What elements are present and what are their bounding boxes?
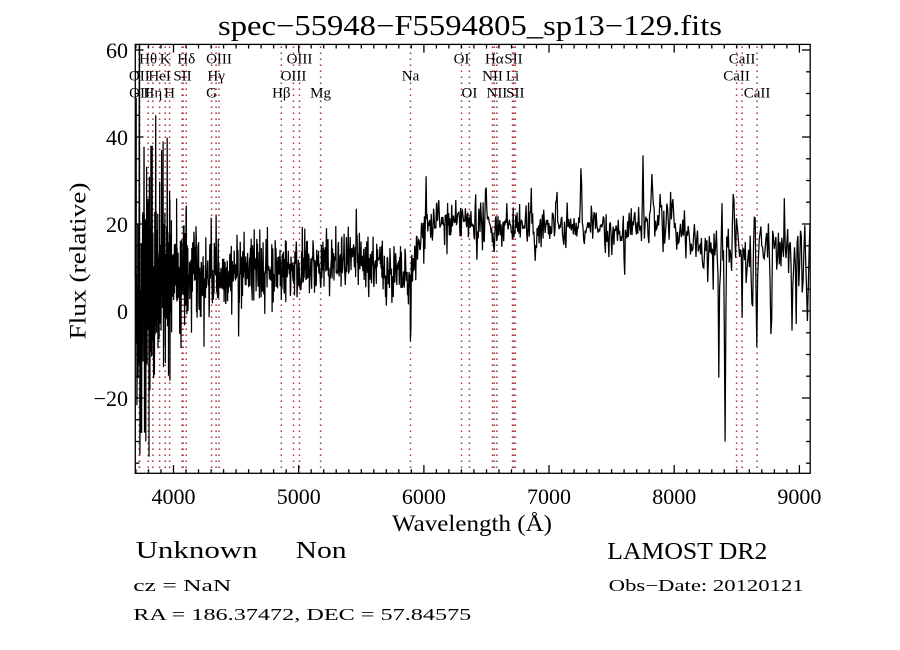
svg-text:OIII: OIII — [206, 52, 232, 68]
svg-text:4000: 4000 — [152, 484, 196, 509]
svg-text:Hθ: Hθ — [139, 52, 157, 68]
svg-text:SII: SII — [506, 86, 524, 102]
svg-text:Hα: Hα — [485, 52, 504, 68]
svg-text:Wavelength (Å): Wavelength (Å) — [392, 511, 552, 536]
svg-text:Li: Li — [506, 69, 519, 85]
svg-text:OII: OII — [129, 86, 150, 102]
svg-text:cz = NaN: cz = NaN — [133, 576, 231, 595]
svg-text:Na: Na — [402, 69, 420, 85]
svg-text:Hη: Hη — [144, 86, 163, 102]
svg-text:40: 40 — [106, 125, 128, 150]
svg-text:CaII: CaII — [723, 69, 750, 85]
svg-text:CaII: CaII — [744, 86, 771, 102]
svg-text:K: K — [160, 52, 171, 68]
svg-text:CaII: CaII — [729, 52, 756, 68]
svg-text:0: 0 — [117, 299, 128, 324]
svg-text:NII: NII — [482, 69, 503, 85]
svg-text:Hδ: Hδ — [177, 52, 195, 68]
svg-text:Obs−Date: 20120121: Obs−Date: 20120121 — [609, 576, 804, 595]
svg-text:OIII: OIII — [287, 52, 313, 68]
svg-text:5000: 5000 — [277, 484, 321, 509]
svg-text:Mg: Mg — [310, 86, 331, 102]
svg-text:Hβ: Hβ — [272, 86, 290, 102]
svg-text:20: 20 — [106, 212, 128, 237]
svg-text:9000: 9000 — [777, 484, 821, 509]
svg-text:Flux (relative): Flux (relative) — [66, 183, 91, 340]
svg-text:RA = 186.37472, DEC = 57.8457: RA = 186.37472, DEC = 57.84575 — [133, 605, 471, 624]
svg-text:−20: −20 — [94, 386, 128, 411]
svg-text:8000: 8000 — [652, 484, 696, 509]
svg-text:NII: NII — [486, 86, 507, 102]
svg-text:Unknown: Unknown — [136, 538, 258, 564]
svg-text:spec−55948−F5594805_sp13−129.f: spec−55948−F5594805_sp13−129.fits — [218, 11, 722, 42]
svg-text:LAMOST DR2: LAMOST DR2 — [607, 539, 767, 565]
svg-text:Non: Non — [296, 538, 347, 564]
svg-text:SII: SII — [173, 69, 191, 85]
svg-text:SII: SII — [504, 52, 522, 68]
svg-text:OIII: OIII — [281, 69, 307, 85]
svg-text:OII: OII — [129, 69, 150, 85]
svg-text:OI: OI — [454, 52, 470, 68]
svg-text:HeI: HeI — [148, 69, 171, 85]
svg-text:7000: 7000 — [527, 484, 571, 509]
svg-text:60: 60 — [106, 38, 128, 63]
svg-text:6000: 6000 — [402, 484, 446, 509]
svg-text:OI: OI — [461, 86, 477, 102]
svg-text:Hγ: Hγ — [207, 69, 225, 85]
svg-text:G: G — [206, 86, 217, 102]
svg-text:H: H — [164, 86, 175, 102]
